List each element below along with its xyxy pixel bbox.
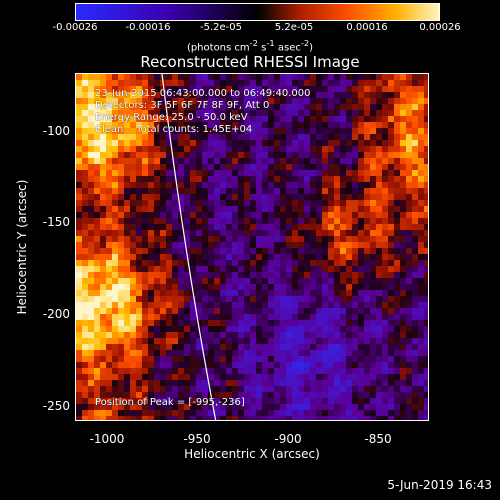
peak-position: Position of Peak = [-995,-236] [95, 397, 245, 408]
y-tick-label: -100 [42, 124, 70, 138]
x-tick-label: -1000 [89, 432, 125, 446]
x-tick-label: -850 [364, 432, 392, 446]
timestamp-footer: 5-Jun-2019 16:43 [387, 478, 492, 492]
colorbar-tick-label: -0.00026 [52, 22, 98, 33]
colorbar-tick-label: -0.00016 [125, 22, 171, 33]
x-axis-label: Heliocentric X (arcsec) [184, 447, 320, 461]
y-tick-label: -250 [42, 399, 70, 413]
solar-limb-line [161, 74, 217, 420]
colorbar-tick-label: 5.2e-05 [274, 22, 314, 33]
detectors-info: Detectors: 3F 5F 6F 7F 8F 9F, Att 0 [95, 100, 270, 111]
y-tick-label: -150 [42, 215, 70, 229]
colorbar-tick-label: -5.2e-05 [200, 22, 242, 33]
x-tick-label: -900 [274, 432, 302, 446]
plot-title: Reconstructed RHESSI Image [140, 53, 360, 71]
colorbar-tick-label: 0.00026 [419, 22, 461, 33]
rhessi-image [75, 73, 429, 421]
image-canvas [76, 74, 428, 420]
colorbar-tick-label: 0.00016 [346, 22, 388, 33]
y-axis-label: Heliocentric Y (arcsec) [15, 179, 29, 315]
colorbar-units: (photons cm-2 s-1 asec-2) [186, 38, 314, 54]
energy-range: Energy Range: 25.0 - 50.0 keV [95, 112, 248, 123]
colorbar [75, 3, 440, 21]
x-tick-label: -950 [183, 432, 211, 446]
clean-counts: Clean Total counts: 1.45E+04 [95, 124, 253, 135]
time-range: 23-Jun-2015 06:43:00.000 to 06:49:40.000 [95, 88, 311, 99]
y-tick-label: -200 [42, 307, 70, 321]
